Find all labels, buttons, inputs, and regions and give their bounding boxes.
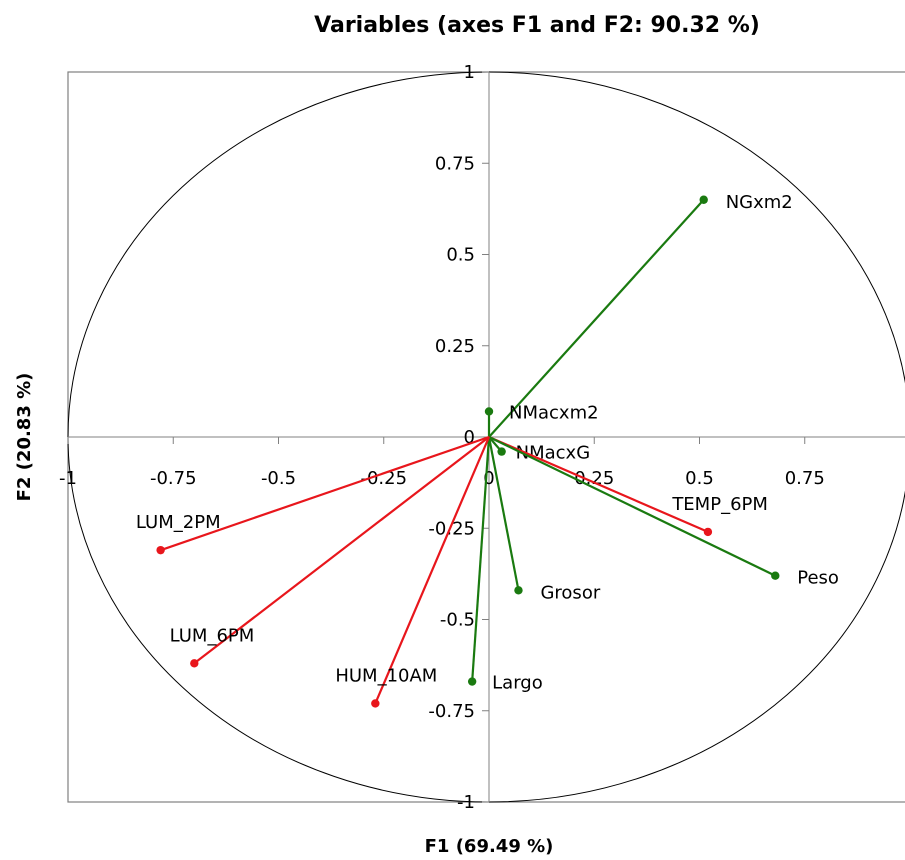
vector-grosor — [487, 436, 520, 591]
vector-temp-6pm — [488, 435, 709, 533]
point-hum-10am — [371, 699, 380, 708]
vector-lum-2pm — [160, 435, 490, 552]
x-tick-label: 0.25 — [574, 468, 614, 489]
chart-title: Variables (axes F1 and F2: 90.32 %) — [314, 13, 760, 38]
x-ticks: -1 -0.75 -0.5 -0.25 0 0.25 0.5 0.75 — [59, 437, 825, 489]
label-lum-2pm: LUM_2PM — [136, 512, 221, 533]
x-tick-label: -1 — [59, 468, 77, 489]
point-temp-6pm — [703, 527, 713, 537]
point-peso — [771, 571, 780, 580]
label-hum-10am: HUM_10AM — [335, 665, 437, 686]
y-tick-label: 0.25 — [435, 336, 475, 357]
y-axis-title: F2 (20.83 %) — [14, 373, 35, 502]
label-grosor: Grosor — [540, 582, 600, 603]
point-lum-2pm — [156, 545, 165, 555]
y-tick-label: -0.5 — [440, 610, 475, 631]
point-ngxm2 — [699, 195, 708, 204]
x-tick-label: 0 — [483, 468, 494, 489]
label-nmacxm2: NMacxm2 — [509, 402, 599, 423]
y-tick-label: 0.75 — [435, 153, 475, 174]
x-tick-label: -0.75 — [150, 468, 197, 489]
label-lum-6pm: LUM_6PM — [170, 625, 255, 646]
y-tick-label: -0.25 — [428, 518, 475, 539]
label-temp-6pm: TEMP_6PM — [671, 494, 768, 515]
y-tick-label: 1 — [464, 62, 475, 83]
point-grosor — [514, 586, 523, 595]
label-peso: Peso — [797, 568, 839, 589]
y-ticks: 1 0.75 0.5 0.25 0 -0.25 -0.5 -0.75 -1 — [428, 62, 489, 813]
vector-peso — [488, 436, 776, 577]
point-largo — [467, 677, 477, 686]
x-axis-title: F1 (69.49 %) — [425, 836, 554, 857]
point-lum-6pm — [190, 659, 199, 668]
label-ngxm2: NGxm2 — [726, 192, 793, 213]
x-tick-label: 0.75 — [785, 468, 825, 489]
vector-hum-10am — [374, 436, 491, 704]
vector-ngxm2 — [488, 199, 705, 438]
y-tick-label: 0.5 — [446, 245, 475, 266]
y-tick-label: -0.75 — [428, 701, 475, 722]
point-nmacxg — [497, 447, 506, 456]
point-nmacxm2 — [484, 407, 494, 416]
vector-lum-6pm — [193, 436, 490, 665]
x-tick-label: -0.25 — [360, 468, 407, 489]
y-tick-label: 0 — [464, 427, 475, 448]
x-tick-label: 0.5 — [685, 468, 714, 489]
vector-largo — [471, 436, 491, 682]
label-largo: Largo — [492, 673, 543, 694]
variable-vectors: NGxm2NMacxm2NMacxGTEMP_6PMPesoGrosorLarg… — [136, 192, 839, 708]
y-tick-label: -1 — [457, 792, 475, 813]
x-tick-label: -0.5 — [261, 468, 296, 489]
